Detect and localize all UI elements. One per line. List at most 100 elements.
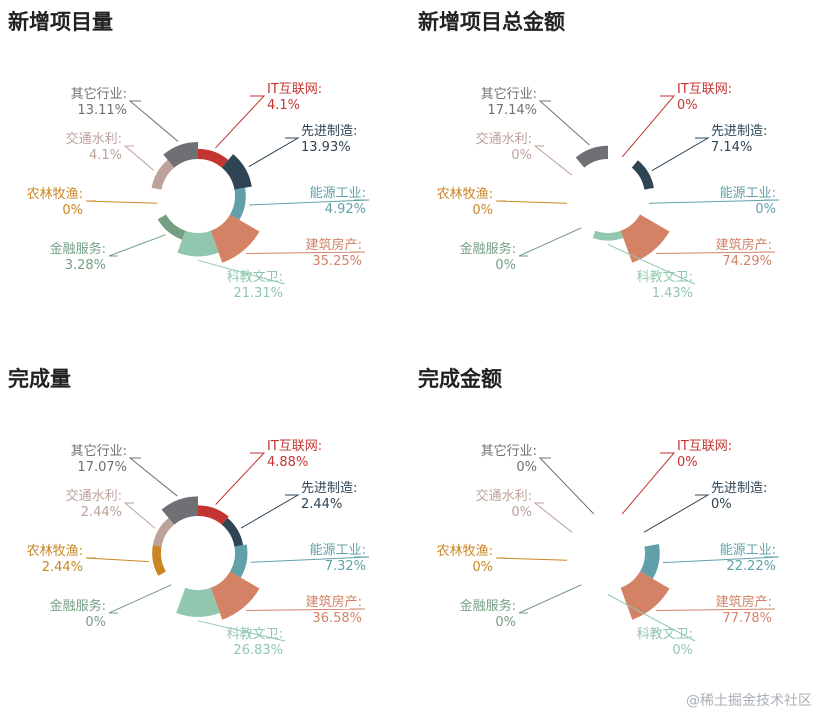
rose-slice[interactable] <box>608 158 632 167</box>
slice-category-label: 能源工业: <box>310 186 366 201</box>
slice-category-label: 金融服务: <box>460 598 516 614</box>
label-leader-line <box>651 137 710 172</box>
slice-category-label: 交通水利: <box>476 488 532 504</box>
label-leader-line <box>495 557 568 561</box>
slice-category-label: 先进制造: <box>301 124 357 139</box>
slice-category-label: 交通水利: <box>66 488 122 504</box>
slice-value-label: 0% <box>495 615 516 630</box>
label-leader-line <box>246 608 366 611</box>
slice-value-label: 3.28% <box>65 258 106 273</box>
label-leader-line <box>621 95 676 158</box>
slice-value-label: 0% <box>511 148 532 163</box>
rose-slice[interactable] <box>221 517 244 547</box>
rose-slice[interactable] <box>640 544 660 579</box>
label-leader-line <box>495 200 568 204</box>
slice-value-label: 7.32% <box>325 559 366 574</box>
rose-slice[interactable] <box>595 588 621 591</box>
slice-category-label: 金融服务: <box>50 241 106 257</box>
slice-category-label: 其它行业: <box>481 86 537 102</box>
label-leader-line <box>123 502 156 529</box>
rose-slice[interactable] <box>161 496 198 525</box>
chart-panel: 完成金额 IT互联网: 0% 先进制造: 0% 能源工业: 22.22% 建筑房产: 77.78… <box>410 357 820 714</box>
slice-value-label: 1.43% <box>652 286 693 301</box>
rose-slice[interactable] <box>570 546 576 571</box>
rose-slice[interactable] <box>160 189 166 214</box>
slice-value-label: 0% <box>85 615 106 630</box>
label-leader-line <box>215 452 266 505</box>
slice-category-label: 科教文卫: <box>637 269 693 285</box>
rose-slice[interactable] <box>177 230 219 257</box>
rose-slice[interactable] <box>608 515 632 524</box>
rose-slice[interactable] <box>152 517 175 547</box>
slice-category-label: IT互联网: <box>267 439 322 454</box>
rose-slice[interactable] <box>157 214 186 240</box>
rose-chart: IT互联网:0%先进制造:0%能源工业:22.22%建筑房产:77.78%科教文… <box>437 439 780 658</box>
label-leader-line <box>538 457 595 515</box>
label-leader-line <box>108 584 172 614</box>
slice-value-label: 7.14% <box>711 140 752 155</box>
rose-slice[interactable] <box>221 154 252 190</box>
rose-slice[interactable] <box>575 145 608 168</box>
slice-category-label: 先进制造: <box>711 124 767 139</box>
slice-category-label: 能源工业: <box>720 543 776 558</box>
slice-category-label: 其它行业: <box>481 443 537 459</box>
slice-value-label: 4.1% <box>89 148 122 163</box>
rose-slice[interactable] <box>631 160 654 190</box>
rose-slice[interactable] <box>620 571 670 620</box>
rose-slice[interactable] <box>230 187 246 220</box>
rose-slice[interactable] <box>570 189 576 214</box>
rose-slice[interactable] <box>198 148 229 168</box>
slice-category-label: 科教文卫: <box>227 269 283 285</box>
watermark: @稀土掘金技术社区 <box>686 693 812 709</box>
slice-value-label: 0% <box>711 497 732 512</box>
rose-slice[interactable] <box>584 515 608 524</box>
rose-slice[interactable] <box>152 545 166 576</box>
rose-slice[interactable] <box>230 544 248 578</box>
label-leader-line <box>518 584 582 614</box>
rose-slice[interactable] <box>571 524 584 546</box>
rose-slice[interactable] <box>163 141 198 168</box>
slice-category-label: 交通水利: <box>66 131 122 147</box>
slice-category-label: 建筑房产: <box>306 594 362 610</box>
label-leader-line <box>621 452 676 515</box>
slice-value-label: 13.11% <box>77 103 127 118</box>
rose-slice[interactable] <box>620 214 670 263</box>
slice-value-label: 2.44% <box>301 497 342 512</box>
slice-category-label: 其它行业: <box>71 86 127 102</box>
slice-category-label: 其它行业: <box>71 443 127 459</box>
slice-category-label: 先进制造: <box>711 481 767 496</box>
rose-slice[interactable] <box>151 159 175 190</box>
slice-category-label: 金融服务: <box>460 241 516 257</box>
slice-value-label: 4.88% <box>267 455 308 470</box>
slice-category-label: 科教文卫: <box>637 626 693 642</box>
rose-slice[interactable] <box>640 189 646 214</box>
slice-category-label: IT互联网: <box>677 439 732 454</box>
slice-category-label: 农林牧渔: <box>27 544 83 559</box>
chart-panel: 新增项目量 IT互联网: 4.1% 先进制造: 13.93% 能源工业: 4.92% 建筑房产… <box>0 0 410 357</box>
rose-slice[interactable] <box>571 167 584 189</box>
rose-chart: IT互联网:4.88%先进制造:2.44%能源工业:7.32%建筑房产:36.5… <box>27 439 370 658</box>
label-leader-line <box>246 251 366 254</box>
rose-slice[interactable] <box>210 571 260 620</box>
label-leader-line <box>128 100 179 142</box>
slice-value-label: 0% <box>516 460 537 475</box>
slice-value-label: 0% <box>472 203 493 218</box>
rose-slice[interactable] <box>176 587 220 617</box>
rose-slice[interactable] <box>632 524 645 546</box>
label-leader-line <box>248 137 300 168</box>
chart-panel: 新增项目总金额 IT互联网: 0% 先进制造: 7.14% 能源工业: 0% 建筑房产: 74.… <box>410 0 820 357</box>
rose-slice[interactable] <box>592 230 624 241</box>
label-leader-line <box>662 556 780 564</box>
label-leader-line <box>215 95 266 149</box>
label-leader-line <box>197 620 286 642</box>
label-leader-line <box>656 251 776 254</box>
rose-slice[interactable] <box>198 505 229 525</box>
slice-category-label: 建筑房产: <box>306 237 362 253</box>
slice-value-label: 21.31% <box>233 286 283 301</box>
label-leader-line <box>533 502 573 533</box>
slice-value-label: 36.58% <box>312 611 362 626</box>
slice-category-label: 金融服务: <box>50 598 106 614</box>
slice-value-label: 0% <box>672 643 693 658</box>
label-leader-line <box>128 457 178 497</box>
rose-slice[interactable] <box>210 214 260 263</box>
